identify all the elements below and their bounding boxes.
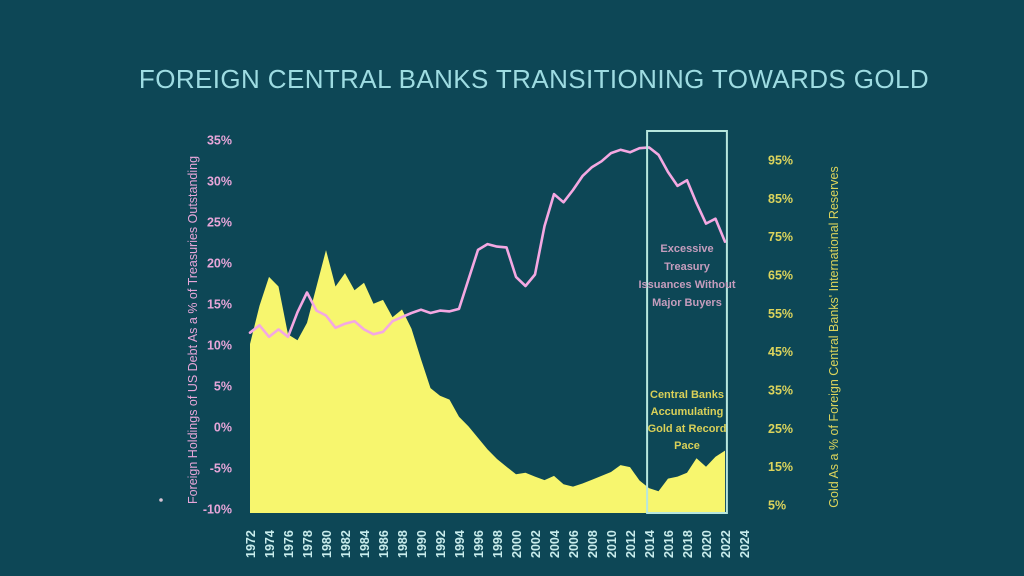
left-axis-tick-label: 30% <box>207 175 232 189</box>
x-axis-tick-label: 2002 <box>529 530 543 558</box>
x-axis-tick-label: 1986 <box>377 530 391 558</box>
chart-title: FOREIGN CENTRAL BANKS TRANSITIONING TOWA… <box>138 64 930 94</box>
annotation-gold-accumulation: Central Banks <box>650 389 724 401</box>
right-axis-tick-label: 45% <box>768 345 793 359</box>
x-axis-tick-label: 2000 <box>510 530 524 558</box>
x-axis-tick-label: 2014 <box>643 530 657 558</box>
x-axis-tick-label: 1994 <box>453 530 467 558</box>
right-axis-tick-label: 95% <box>768 154 793 168</box>
left-axis-tick-label: 15% <box>207 298 232 312</box>
left-axis-tick-label: -5% <box>210 462 232 476</box>
x-axis-tick-label: 2022 <box>719 530 733 558</box>
left-axis-tick-label: 5% <box>214 380 232 394</box>
right-axis-tick-label: 55% <box>768 307 793 321</box>
annotation-treasury-issuance: Major Buyers <box>652 297 722 309</box>
right-axis-tick-label: 25% <box>768 422 793 436</box>
x-axis-tick-label: 2010 <box>605 530 619 558</box>
x-axis-tick-label: 1980 <box>320 530 334 558</box>
treasury-holdings-line <box>248 146 727 339</box>
right-axis-tick-label: 75% <box>768 230 793 244</box>
right-axis-tick-label: 35% <box>768 384 793 398</box>
left-axis-tick-label: 10% <box>207 339 232 353</box>
x-axis-tick-label: 1976 <box>282 530 296 558</box>
left-axis-tick-label: -10% <box>203 503 232 517</box>
annotation-gold-accumulation: Accumulating <box>651 406 724 418</box>
x-axis-tick-label: 2018 <box>681 530 695 558</box>
left-axis-tick-label: 20% <box>207 257 232 271</box>
x-axis-tick-label: 1982 <box>339 530 353 558</box>
x-axis-tick-label: 2004 <box>548 530 562 558</box>
x-axis-tick-label: 1998 <box>491 530 505 558</box>
gold-reserves-area <box>250 250 725 513</box>
right-axis-tick-label: 5% <box>768 499 786 513</box>
annotation-treasury-issuance: Issuances Without <box>638 279 735 291</box>
x-axis-tick-label: 1972 <box>244 530 258 558</box>
left-axis-tick-label: 0% <box>214 421 232 435</box>
x-axis-tick-label: 1992 <box>434 530 448 558</box>
left-axis-tick-label: 35% <box>207 134 232 148</box>
x-axis-tick-label: 1988 <box>396 530 410 558</box>
x-axis-tick-label: 2016 <box>662 530 676 558</box>
x-axis-tick-label: 1978 <box>301 530 315 558</box>
left-axis-tick-label: 25% <box>207 216 232 230</box>
right-axis-tick-label: 65% <box>768 269 793 283</box>
x-axis-tick-label: 1974 <box>263 530 277 558</box>
x-axis-tick-label: 2012 <box>624 530 638 558</box>
left-axis-title: Foreign Holdings of US Debt As a % of Tr… <box>186 156 200 504</box>
annotation-treasury-issuance: Treasury <box>664 261 711 273</box>
highlight-box <box>646 130 728 514</box>
x-axis-tick-label: 1996 <box>472 530 486 558</box>
x-axis-tick-label: 2024 <box>738 530 752 558</box>
x-axis-tick-label: 2006 <box>567 530 581 558</box>
right-axis-tick-label: 15% <box>768 460 793 474</box>
annotation-treasury-issuance: Excessive <box>660 243 713 255</box>
x-axis-tick-label: 1984 <box>358 530 372 558</box>
x-axis-tick-label: 1990 <box>415 530 429 558</box>
x-axis-tick-label: 2020 <box>700 530 714 558</box>
stray-dot <box>159 498 163 502</box>
right-axis-tick-label: 85% <box>768 192 793 206</box>
right-axis-title: Gold As a % of Foreign Central Banks' In… <box>827 166 841 507</box>
annotation-gold-accumulation: Pace <box>674 440 700 452</box>
x-axis-tick-label: 2008 <box>586 530 600 558</box>
annotation-gold-accumulation: Gold at Record <box>648 423 727 435</box>
